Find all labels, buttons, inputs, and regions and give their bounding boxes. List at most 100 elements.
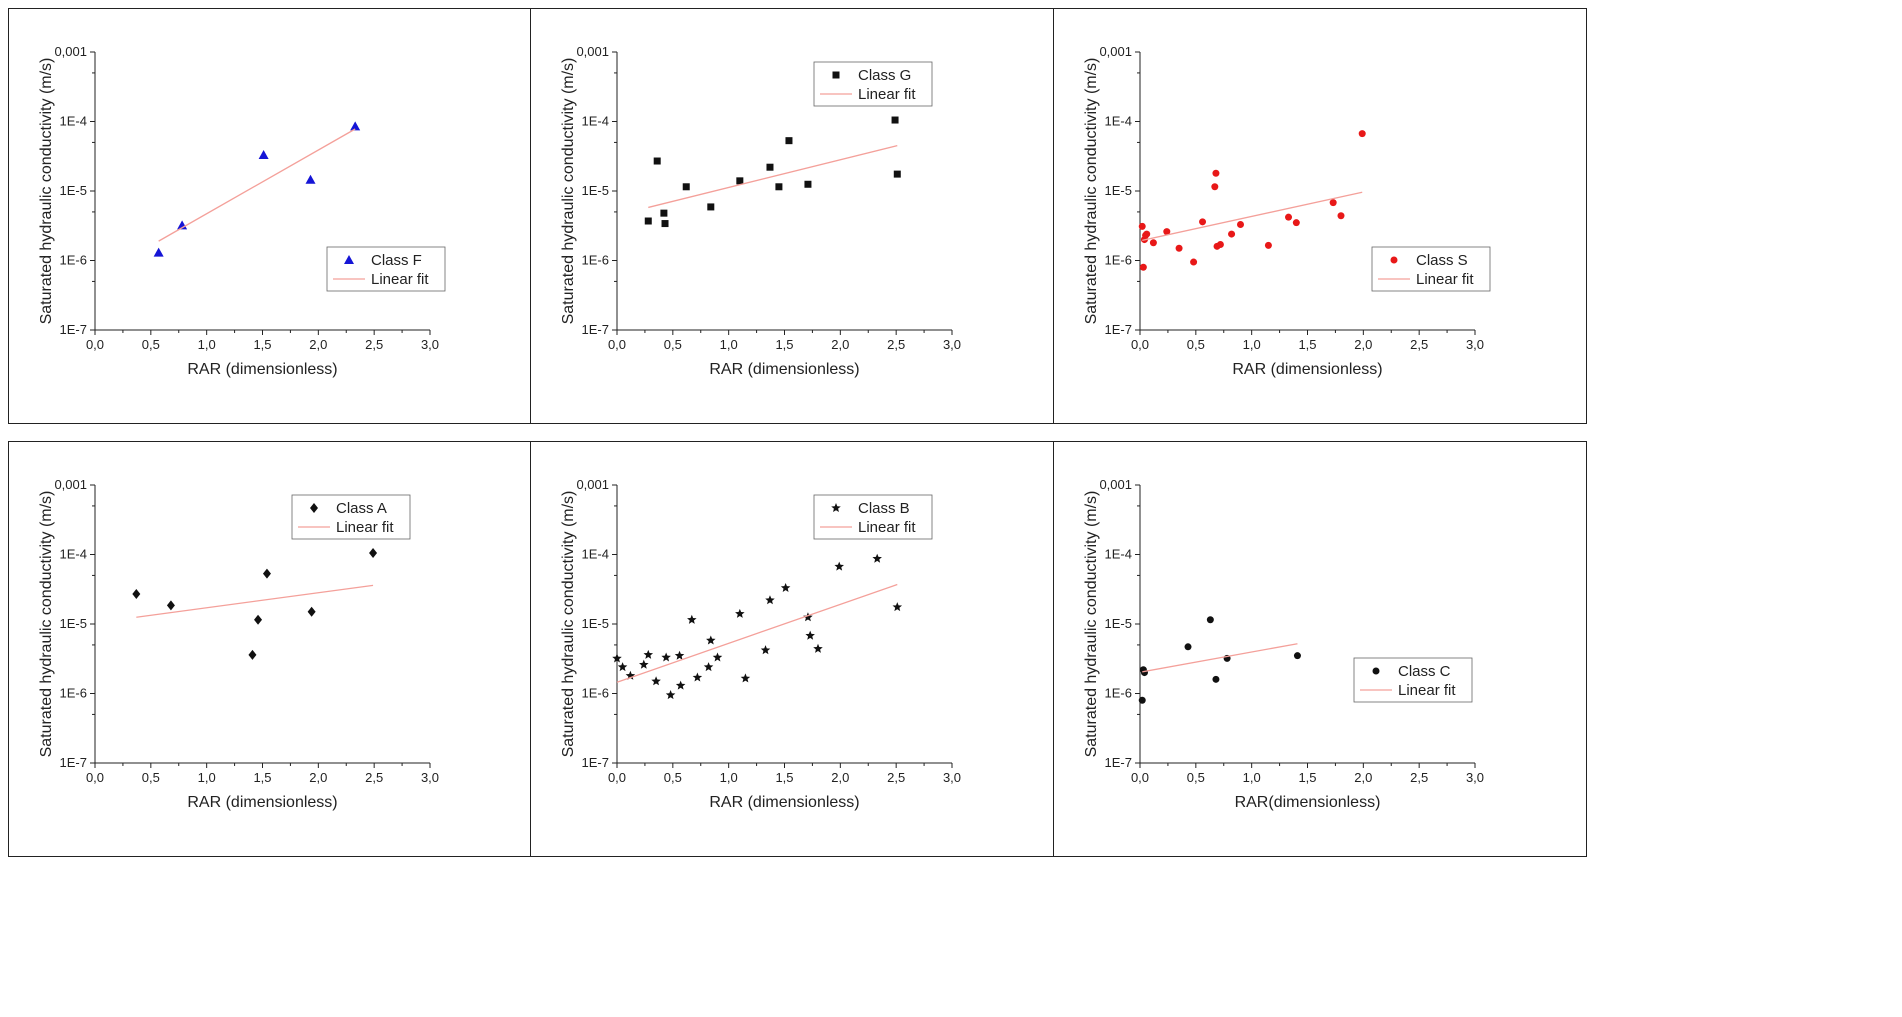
legend-label: Linear fit <box>858 86 916 103</box>
x-tick-label: 3,0 <box>943 337 961 352</box>
x-tick-label: 0,5 <box>142 337 160 352</box>
x-axis-label: RAR (dimensionless) <box>709 361 859 378</box>
y-tick-label: 1E-4 <box>60 114 87 129</box>
data-point <box>891 116 899 124</box>
data-point <box>804 180 812 188</box>
y-tick-label: 1E-6 <box>1105 253 1132 268</box>
x-tick-label: 2,0 <box>309 770 327 785</box>
x-tick-label: 1,5 <box>1298 337 1316 352</box>
y-tick-label: 0,001 <box>576 477 609 492</box>
data-point <box>893 170 901 178</box>
chart-svg-class-f: 0,0 0,5 1,0 1,5 2,0 2,5 3,0 1E-7 1E-6 1E-5 1E-4 0,0… <box>38 44 446 378</box>
legend-box <box>813 61 933 107</box>
data-point <box>665 690 676 700</box>
legend-label: Linear fit <box>858 519 916 536</box>
data-point <box>305 174 316 184</box>
linear-fit-line <box>1142 643 1298 673</box>
data-point <box>682 183 690 191</box>
legend-box <box>291 494 411 540</box>
x-tick-label: 3,0 <box>1466 337 1484 352</box>
y-tick-label: 1E-7 <box>60 755 87 770</box>
y-tick-label: 1E-5 <box>1105 183 1132 198</box>
data-point <box>1211 183 1219 191</box>
legend-label: Class A <box>336 500 387 517</box>
y-tick-label: 1E-5 <box>60 616 87 631</box>
x-tick-label: 2,0 <box>1354 337 1372 352</box>
y-tick-label: 0,001 <box>576 44 609 59</box>
y-tick-label: 0,001 <box>54 44 87 59</box>
legend-label: Linear fit <box>371 271 429 288</box>
legend-label: Linear fit <box>1416 271 1474 288</box>
x-tick-label: 1,5 <box>253 337 271 352</box>
legend-box <box>813 494 933 540</box>
legend-box <box>1371 246 1491 292</box>
y-axis-label: Saturated hydraulic conductivity (m/s) <box>38 58 55 325</box>
x-tick-label: 2,5 <box>365 770 383 785</box>
legend-label: Class G <box>858 67 911 84</box>
data-point <box>369 548 378 559</box>
legend-label: Class B <box>858 500 910 517</box>
data-point <box>707 203 715 211</box>
linear-fit-line <box>648 144 898 209</box>
data-point <box>350 121 361 131</box>
x-tick-label: 2,5 <box>887 337 905 352</box>
x-tick-label: 0,5 <box>1187 770 1205 785</box>
y-tick-label: 1E-5 <box>582 616 609 631</box>
legend-marker-swatch <box>1390 256 1398 264</box>
data-point <box>760 645 771 655</box>
x-tick-label: 2,5 <box>887 770 905 785</box>
data-point <box>625 670 636 680</box>
y-tick-label: 1E-7 <box>582 322 609 337</box>
y-tick-label: 1E-4 <box>582 547 609 562</box>
data-point <box>1184 643 1192 651</box>
y-tick-label: 0,001 <box>54 477 87 492</box>
x-tick-label: 1,0 <box>720 770 738 785</box>
linear-fit-line <box>158 128 356 242</box>
y-tick-label: 1E-7 <box>60 322 87 337</box>
legend-label: Class C <box>1398 663 1451 680</box>
data-point <box>1292 219 1300 227</box>
data-point <box>766 163 774 171</box>
data-point <box>1228 230 1236 238</box>
x-axis-label: RAR(dimensionless) <box>1235 794 1381 811</box>
y-tick-label: 1E-4 <box>1105 114 1132 129</box>
data-point <box>740 673 751 683</box>
x-axis-label: RAR (dimensionless) <box>187 794 337 811</box>
data-point <box>166 600 175 611</box>
legend-marker-swatch <box>310 503 318 513</box>
y-tick-label: 1E-7 <box>582 755 609 770</box>
x-tick-label: 0,0 <box>608 337 626 352</box>
y-tick-label: 1E-7 <box>1105 755 1132 770</box>
data-point <box>258 149 269 159</box>
data-point <box>639 659 649 669</box>
legend-label: Class S <box>1416 252 1468 269</box>
x-tick-label: 1,5 <box>775 337 793 352</box>
data-point <box>803 612 813 622</box>
data-point <box>1175 244 1183 252</box>
y-tick-label: 1E-6 <box>60 686 87 701</box>
data-point <box>892 602 903 612</box>
linear-fit-line <box>1142 191 1363 241</box>
data-point <box>1285 213 1293 221</box>
data-point <box>1140 669 1148 677</box>
x-tick-label: 1,0 <box>1243 337 1261 352</box>
linear-fit-line <box>136 584 374 618</box>
data-point <box>735 608 745 618</box>
x-axis-label: RAR (dimensionless) <box>709 794 859 811</box>
linear-fit-line <box>616 583 898 683</box>
data-point <box>813 643 823 653</box>
data-point <box>712 652 723 662</box>
data-point <box>661 220 669 228</box>
data-point <box>1337 212 1345 220</box>
data-point <box>617 662 628 672</box>
legend-label: Linear fit <box>336 519 394 536</box>
data-point <box>805 630 815 640</box>
data-point <box>834 561 844 571</box>
y-tick-label: 1E-4 <box>60 547 87 562</box>
data-point <box>1138 222 1146 230</box>
x-tick-label: 3,0 <box>421 770 439 785</box>
y-tick-label: 1E-5 <box>582 183 609 198</box>
y-tick-label: 1E-6 <box>582 686 609 701</box>
x-tick-label: 2,0 <box>831 337 849 352</box>
x-axis-label: RAR (dimensionless) <box>187 361 337 378</box>
